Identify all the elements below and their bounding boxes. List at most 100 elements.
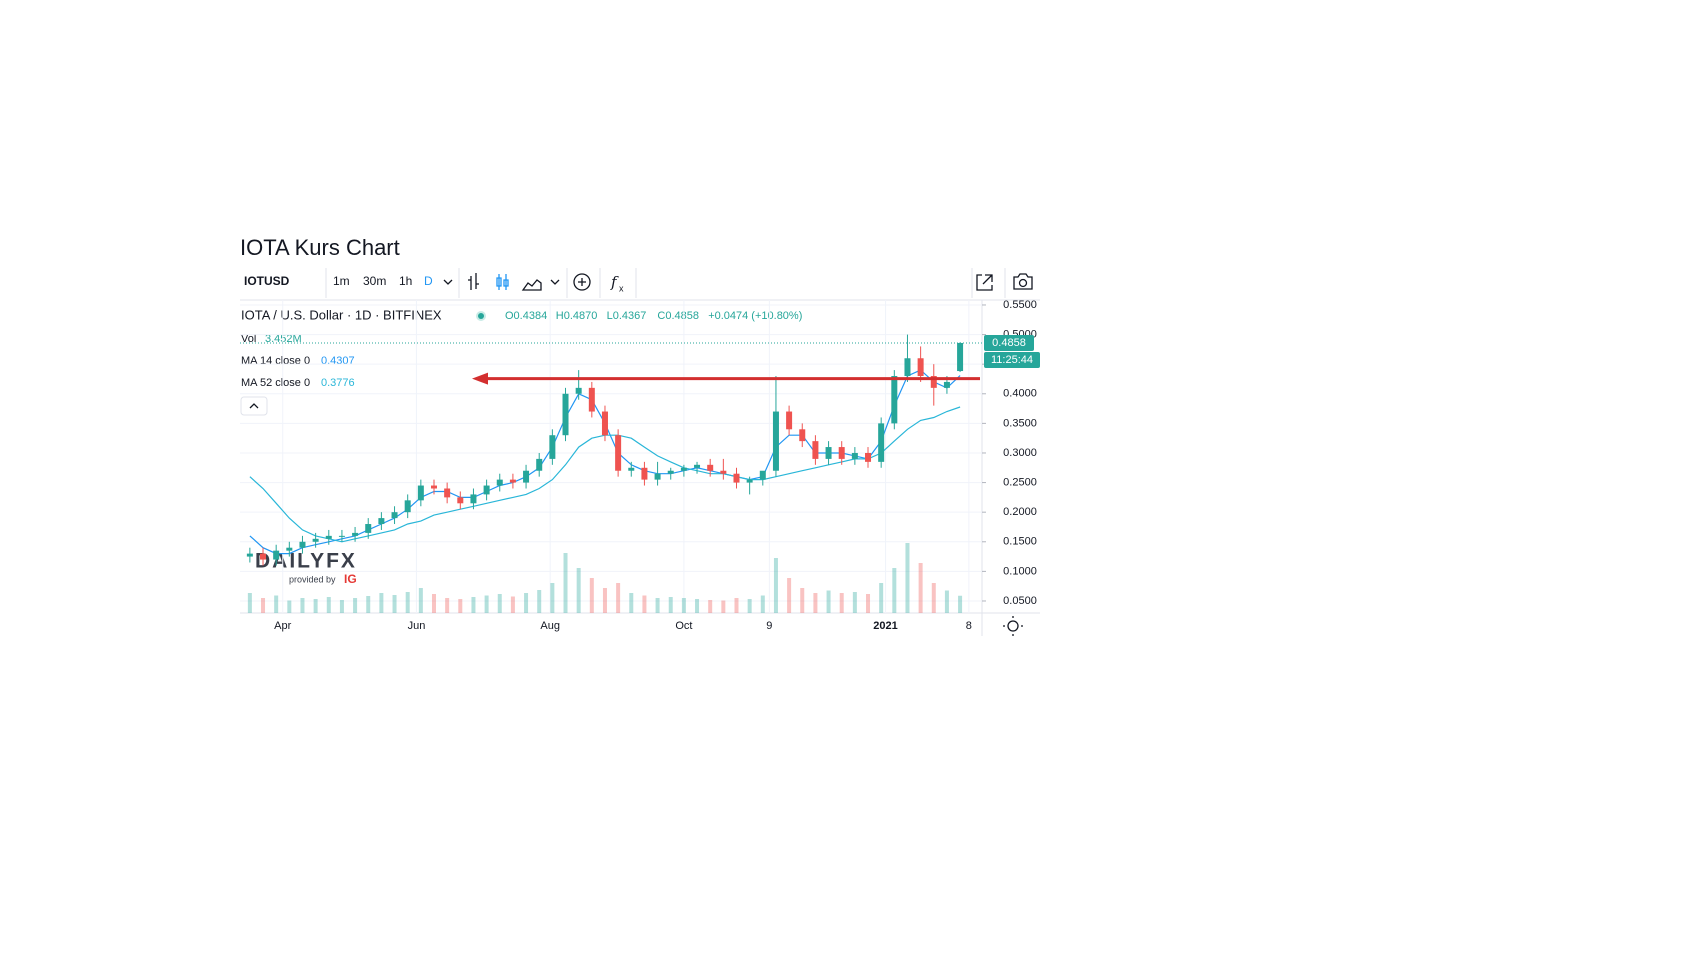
x-tick-label: Jun <box>408 620 426 632</box>
volume-bar <box>471 597 476 613</box>
volume-bar <box>668 597 673 613</box>
candle-body <box>536 458 543 471</box>
volume-bar <box>629 593 634 613</box>
volume-bar <box>300 598 305 613</box>
candle-body <box>378 518 385 525</box>
y-tick-label: 0.3000 <box>1003 447 1037 459</box>
volume-bar <box>247 593 252 613</box>
volume-bar <box>721 600 726 613</box>
volume-bar <box>616 583 621 613</box>
candle-body <box>799 429 806 442</box>
candle-body <box>404 500 411 513</box>
candle-body <box>812 441 819 459</box>
ohlc-text: C0.4858 <box>657 310 699 322</box>
volume-bar <box>773 558 778 613</box>
x-tick-label: 9 <box>766 620 772 632</box>
volume-bar <box>418 588 423 613</box>
candle-body <box>365 524 372 533</box>
volume-bar <box>379 593 384 613</box>
candle-body <box>523 470 530 483</box>
candle-body <box>509 479 516 483</box>
volume-bar <box>695 599 700 613</box>
candle-body <box>930 376 937 388</box>
bars-icon[interactable] <box>468 273 479 290</box>
volume-bar <box>353 598 358 613</box>
dropdown[interactable] <box>550 279 560 285</box>
volume-bar <box>576 568 581 613</box>
volume-name: Vol <box>241 333 256 345</box>
candle-body <box>957 342 964 372</box>
ohlc-text: +0.0474 (+10.80%) <box>708 310 802 322</box>
volume-bar <box>787 578 792 613</box>
volume-bar <box>708 600 713 613</box>
candle-body <box>299 541 306 548</box>
candle-body <box>720 470 727 474</box>
interval[interactable]: 1h <box>399 274 412 288</box>
indicators-icon[interactable]: f <box>610 273 619 291</box>
candle-body <box>549 435 556 459</box>
volume-bar <box>879 583 884 613</box>
volume-bar <box>892 568 897 613</box>
compare-plus <box>578 278 586 286</box>
volume-bar <box>563 553 568 613</box>
settings-icon-teeth <box>1003 616 1023 636</box>
candle-body <box>786 411 793 430</box>
candle-body <box>891 376 898 424</box>
settings-icon[interactable] <box>1007 620 1019 632</box>
candle-body <box>444 488 451 498</box>
legend-title: IOTA / U.S. Dollar · 1D · BITFINEX <box>241 307 442 322</box>
camera-lens <box>1018 278 1028 288</box>
candle-body <box>865 452 872 462</box>
candles-icon[interactable] <box>496 274 509 290</box>
volume-bar <box>339 600 344 613</box>
volume-bar <box>313 599 318 613</box>
volume-bar <box>813 593 818 613</box>
watermark-ig: IG <box>344 572 357 586</box>
volume-bar <box>537 590 542 613</box>
camera-icon[interactable] <box>1013 273 1033 290</box>
y-tick-label: 0.2000 <box>1003 506 1037 518</box>
share-icon[interactable] <box>976 274 993 291</box>
collapse-icon <box>249 403 259 409</box>
volume-value: 3.452M <box>265 333 302 345</box>
dropdown[interactable] <box>443 279 453 285</box>
candle-body <box>838 447 845 459</box>
x-tick-label: Oct <box>675 620 692 632</box>
countdown-label: 11:25:44 <box>991 354 1033 366</box>
interval[interactable]: D <box>424 274 433 288</box>
ohlc-text: H0.4870 <box>556 310 598 322</box>
candle-body <box>417 485 424 501</box>
ma-value: 0.4307 <box>321 355 355 367</box>
area-icon[interactable] <box>521 279 542 291</box>
countdown-badge <box>984 351 1040 368</box>
candle-body <box>286 547 293 551</box>
volume-bar <box>261 598 266 613</box>
candle-body <box>654 473 661 480</box>
volume-bar <box>734 598 739 613</box>
status-dot <box>478 313 484 319</box>
price-badge <box>984 334 1034 351</box>
watermark-by: provided by <box>289 574 336 584</box>
candle-body <box>733 473 740 483</box>
candle-body <box>483 485 490 495</box>
ma-name: MA 14 close 0 <box>241 355 310 367</box>
compare-icon[interactable] <box>573 273 591 291</box>
interval[interactable]: 30m <box>363 274 386 288</box>
volume-bar <box>905 543 910 613</box>
ma-value: 0.3776 <box>321 377 355 389</box>
volume-bar <box>602 588 607 613</box>
volume-bar <box>589 578 594 613</box>
watermark-brand: DAILYFX <box>255 550 357 573</box>
interval[interactable]: 1m <box>333 274 350 288</box>
volume-bar <box>800 588 805 613</box>
candle-body <box>601 411 608 436</box>
volume-bar <box>747 599 752 613</box>
volume-bar <box>866 594 871 613</box>
volume-bar <box>852 592 857 613</box>
y-tick-label: 0.1500 <box>1003 536 1037 548</box>
collapse-button[interactable] <box>240 396 268 416</box>
symbol[interactable]: IOTUSD <box>244 274 290 288</box>
y-tick-label: 0.2500 <box>1003 476 1037 488</box>
candle-body <box>391 512 398 519</box>
